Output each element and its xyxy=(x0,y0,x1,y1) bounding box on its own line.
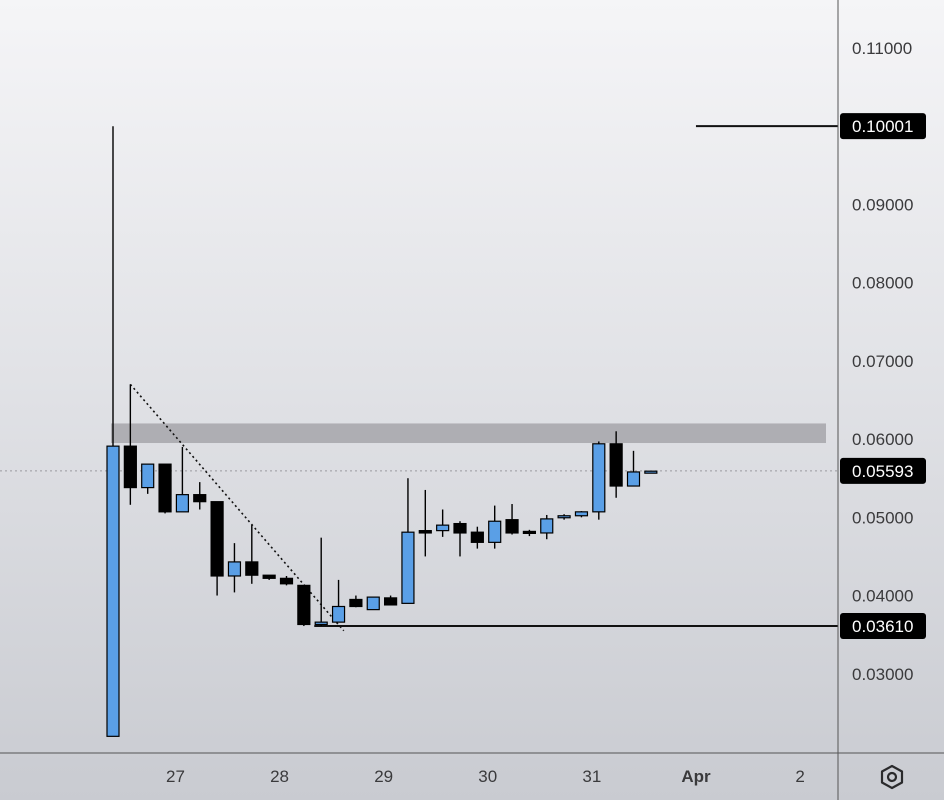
candle-11[interactable] xyxy=(297,584,311,626)
y-tick-label-4: 0.06000 xyxy=(852,430,913,449)
candle-5[interactable] xyxy=(193,494,207,503)
y-tick-label-1: 0.09000 xyxy=(852,195,913,214)
price-tag-level-0-bg xyxy=(840,113,926,140)
y-tick-label-2: 0.08000 xyxy=(852,274,913,293)
candle-26[interactable] xyxy=(557,515,571,519)
y-tick-label-7: 0.03000 xyxy=(852,665,913,684)
candle-22[interactable] xyxy=(488,520,502,543)
candle-6[interactable] xyxy=(210,501,224,577)
candle-10[interactable] xyxy=(279,577,294,585)
y-tick-label-0: 0.11000 xyxy=(852,39,912,58)
candle-4[interactable] xyxy=(175,494,189,513)
candle-14[interactable] xyxy=(349,598,363,608)
x-tick-label-2: 29 xyxy=(374,767,393,786)
candle-9[interactable] xyxy=(262,574,276,579)
x-tick-label-5: Apr xyxy=(681,767,711,786)
y-tick-label-5: 0.05000 xyxy=(852,508,913,527)
candle-27[interactable] xyxy=(574,511,589,517)
candle-1[interactable] xyxy=(123,445,137,489)
x-tick-label-6: 2 xyxy=(795,767,804,786)
candle-31[interactable] xyxy=(644,470,658,474)
price-tag-level-0: 0.10001 xyxy=(852,117,913,136)
y-tick-label-3: 0.07000 xyxy=(852,352,913,371)
resistance-zone xyxy=(111,423,826,444)
candle-12[interactable] xyxy=(314,621,328,626)
candle-29[interactable] xyxy=(609,443,623,487)
candle-8[interactable] xyxy=(245,561,259,576)
candle-13[interactable] xyxy=(331,605,346,623)
candle-0[interactable] xyxy=(106,445,120,737)
x-tick-label-3: 30 xyxy=(478,767,497,786)
y-tick-label-6: 0.04000 xyxy=(852,587,913,606)
candle-18[interactable] xyxy=(418,530,432,534)
candle-2[interactable] xyxy=(141,463,155,489)
candle-23[interactable] xyxy=(505,519,519,534)
candle-16[interactable] xyxy=(384,597,398,606)
candle-19[interactable] xyxy=(436,524,450,532)
candle-15[interactable] xyxy=(366,596,380,611)
candle-25[interactable] xyxy=(540,518,554,534)
candle-21[interactable] xyxy=(470,531,484,543)
candle-17[interactable] xyxy=(401,531,415,604)
price-tag-current-bg xyxy=(840,457,926,484)
candle-28[interactable] xyxy=(592,443,606,513)
price-tag-level-1: 0.03610 xyxy=(852,617,913,636)
price-tag-level-1-bg xyxy=(840,613,926,640)
candle-20[interactable] xyxy=(453,522,467,534)
candle-3[interactable] xyxy=(158,463,172,513)
candle-7[interactable] xyxy=(227,561,242,577)
x-tick-label-1: 28 xyxy=(270,767,289,786)
x-tick-label-0: 27 xyxy=(166,767,185,786)
x-tick-label-4: 31 xyxy=(582,767,601,786)
candle-30[interactable] xyxy=(626,471,641,487)
chart-settings-button[interactable] xyxy=(872,758,912,796)
hexagon-gear-icon xyxy=(880,764,904,790)
candle-24[interactable] xyxy=(522,530,537,534)
price-tag-current: 0.05593 xyxy=(852,462,913,481)
